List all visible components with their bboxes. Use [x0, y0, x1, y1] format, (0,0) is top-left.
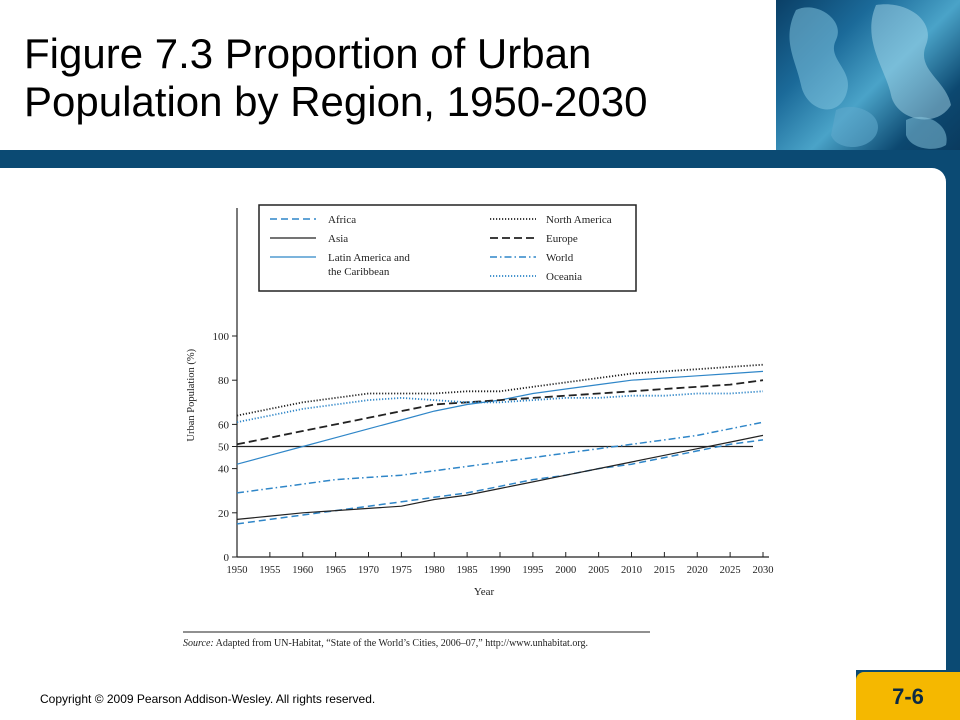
x-axis-title: Year	[474, 586, 495, 598]
chart-axes: 0 20 40 50 60 80 100 1950 1955 1960 1965 1970 1975 19…	[213, 208, 774, 576]
y-tick-label: 0	[224, 552, 230, 564]
footer	[0, 670, 856, 720]
x-tick-label: 2000	[555, 565, 576, 576]
x-tick-label: 2015	[654, 565, 675, 576]
x-tick-label: 2010	[621, 565, 642, 576]
globe-image	[776, 0, 960, 152]
series-lines	[236, 363, 764, 525]
source-text: Adapted from UN-Habitat, “State of the W…	[214, 638, 588, 649]
y-tick-label: 60	[218, 419, 230, 431]
slide-number: 7-6	[892, 684, 924, 709]
legend-label: Asia	[328, 233, 348, 245]
y-tick-label: 20	[218, 508, 230, 520]
x-tick-label: 1960	[292, 565, 313, 576]
x-tick-label: 1965	[325, 565, 346, 576]
x-tick-label: 1985	[457, 565, 478, 576]
legend-label: Latin America and	[328, 252, 410, 264]
y-tick-label: 40	[218, 464, 230, 476]
copyright-text: Copyright © 2009 Pearson Addison-Wesley.…	[40, 692, 376, 706]
y-axis-title: Urban Population (%)	[186, 348, 197, 441]
slide-title: Figure 7.3 Proportion of Urban Populatio…	[24, 30, 648, 125]
source-label: Source:	[183, 638, 214, 649]
series-line-latin-america-and-the-caribbean	[236, 370, 764, 465]
x-tick-label: 2030	[753, 565, 774, 576]
y-tick-label: 50	[218, 442, 230, 454]
legend-box	[258, 204, 637, 292]
source-note: Source: Adapted from UN-Habitat, “State …	[183, 638, 588, 649]
axis-labels: Urban Population (%) Year	[186, 348, 494, 598]
legend-label: Oceania	[546, 271, 582, 283]
x-tick-label: 1970	[358, 565, 379, 576]
series-line-world	[236, 421, 764, 494]
slide-number-badge: 7-6	[856, 672, 960, 720]
chart: 0 20 40 50 60 80 100 1950 1955 1960 1965 1970 1975 19…	[183, 204, 774, 649]
x-tick-label: 1975	[391, 565, 412, 576]
globe-graphic	[789, 4, 951, 149]
series-line-oceania	[236, 390, 764, 424]
series-line-asia	[236, 434, 764, 520]
x-tick-label: 2020	[687, 565, 708, 576]
series-line-europe	[236, 379, 764, 446]
series-line-africa	[236, 439, 764, 525]
legend-label: Europe	[546, 233, 578, 245]
legend-label: North America	[546, 214, 612, 226]
legend-label: Africa	[328, 214, 356, 226]
x-tick-label: 1995	[522, 565, 543, 576]
legend-label: World	[546, 252, 574, 264]
x-tick-label: 1980	[424, 565, 445, 576]
x-tick-label: 1990	[490, 565, 511, 576]
y-tick-label: 80	[218, 375, 230, 387]
title-area: Figure 7.3 Proportion of Urban Populatio…	[0, 0, 776, 150]
chart-legend: Africa Asia Latin America and the Caribbean…	[258, 204, 637, 292]
x-tick-label: 2005	[588, 565, 609, 576]
content-panel: 0 20 40 50 60 80 100 1950 1955 1960 1965 1970 1975 19…	[0, 168, 946, 670]
series-line-north-america	[236, 363, 764, 417]
y-tick-label: 100	[213, 331, 230, 343]
x-tick-label: 1950	[227, 565, 248, 576]
x-tick-label: 2025	[720, 565, 741, 576]
legend-label: the Caribbean	[328, 266, 390, 278]
x-tick-label: 1955	[259, 565, 280, 576]
